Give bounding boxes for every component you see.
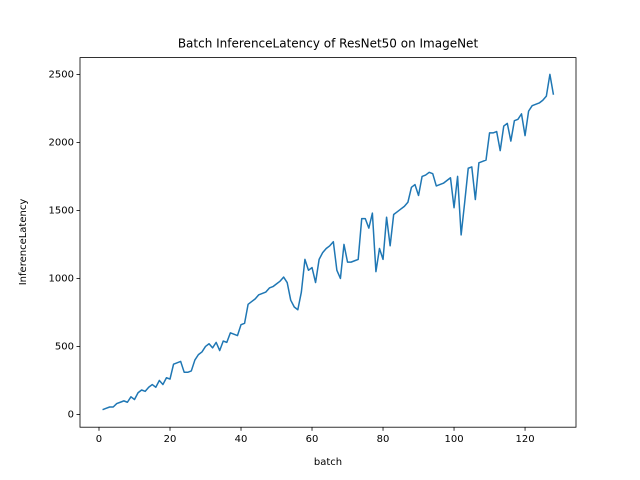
x-tick-label: 120 [516,434,535,445]
x-axis-label: batch [314,457,342,468]
x-tick-label: 100 [444,434,463,445]
y-axis-label: InferenceLatency [18,199,29,286]
x-tick-label: 40 [235,434,248,445]
y-tick-label: 2000 [49,137,74,148]
x-tick-label: 0 [96,434,102,445]
y-tick-label: 1000 [49,273,74,284]
y-tick-label: 1500 [49,205,74,216]
y-tick-label: 500 [55,341,74,352]
x-tick-label: 60 [306,434,319,445]
line [102,73,555,411]
x-tick-label: 80 [377,434,390,445]
y-tick-label: 0 [68,409,74,420]
axes-frame [79,57,577,428]
y-tick-label: 2500 [49,69,74,80]
x-tick-label: 20 [164,434,177,445]
chart-title: Batch InferenceLatency of ResNet50 on Im… [178,37,479,51]
